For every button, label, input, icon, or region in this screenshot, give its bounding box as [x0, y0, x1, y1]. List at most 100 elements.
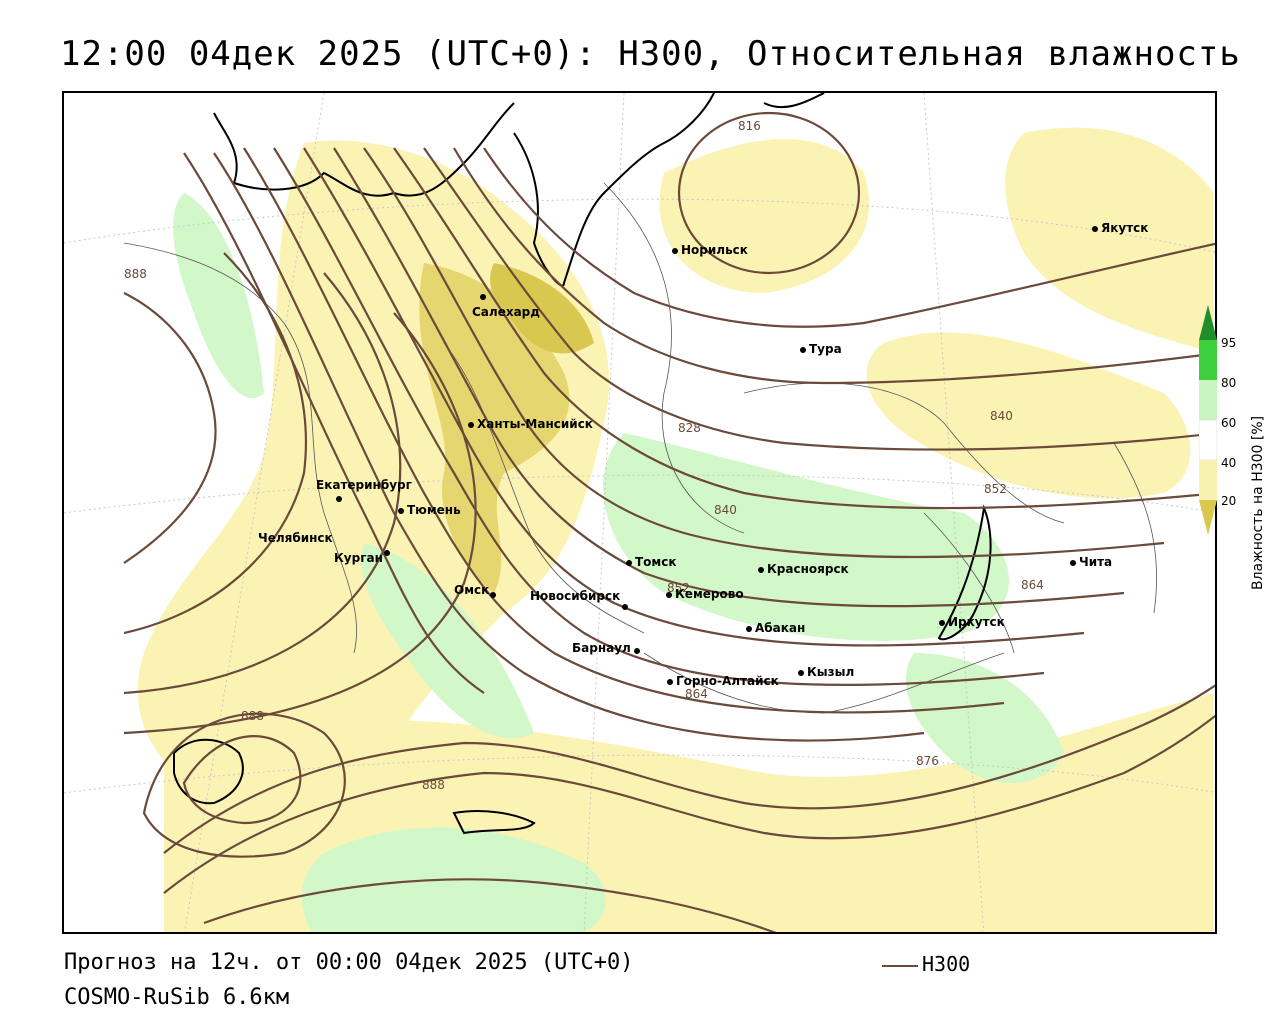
city-salekhard-label: Салехард	[472, 305, 540, 319]
humidity-legend-bar	[1199, 305, 1217, 535]
map-title: 12:00 04дек 2025 (UTC+0): H300, Относите…	[60, 34, 1241, 74]
city-name: Абакан	[755, 621, 806, 635]
legend-tick-80: 80	[1221, 376, 1237, 390]
city-name: Якутск	[1101, 221, 1149, 235]
city-dot	[468, 421, 474, 428]
isoline-label-828: 828	[678, 421, 701, 435]
city-yakutsk: Якутск	[1092, 221, 1148, 235]
isoline-label-888b: 888	[241, 709, 264, 723]
series-key-label: H300	[922, 952, 971, 976]
city-dot	[490, 591, 496, 598]
isoline-label-864: 864	[1021, 578, 1044, 592]
city-dot	[939, 619, 945, 626]
city-tomsk: Томск	[626, 555, 677, 569]
city-name: Томск	[635, 555, 677, 569]
legend-bottom-arrow	[1199, 500, 1217, 535]
isoline-label-876: 876	[916, 754, 939, 768]
isoline-label-888c: 888	[422, 778, 445, 792]
city-name: Тюмень	[407, 503, 461, 517]
humidity-dark-salekhard	[490, 263, 594, 354]
city-ekaterinburg-label: Екатеринбург	[316, 478, 412, 492]
city-dot	[758, 566, 764, 573]
city-dot	[398, 507, 404, 514]
city-name: Горно-Алтайск	[676, 674, 779, 688]
city-name: Чита	[1079, 555, 1113, 569]
series-key: H300	[882, 952, 970, 976]
city-name: Норильск	[681, 243, 748, 257]
city-abakan: Абакан	[746, 621, 805, 635]
humidity-dark-band	[419, 263, 570, 593]
city-khanty-mansiysk: Ханты-Мансийск	[468, 417, 593, 431]
city-name: Иркутск	[948, 615, 1005, 629]
city-dot	[384, 549, 390, 556]
city-dot	[667, 678, 673, 685]
humidity-green-west	[173, 193, 264, 399]
city-dot	[626, 559, 632, 566]
city-irkutsk: Иркутск	[939, 615, 1005, 629]
city-omsk-dot	[490, 587, 499, 601]
city-dot	[1092, 225, 1098, 232]
legend-tick-40: 40	[1221, 456, 1237, 470]
city-norilsk: Норильск	[672, 243, 748, 257]
isoline-label-852: 852	[984, 482, 1007, 496]
city-gorno-altaysk: Горно-Алтайск	[667, 674, 779, 688]
city-dot	[798, 669, 804, 676]
city-name: Ханты-Мансийск	[477, 417, 593, 431]
city-barnaul-dot	[634, 643, 643, 657]
city-kyzyl: Кызыл	[798, 665, 854, 679]
city-barnaul-label: Барнаул	[572, 641, 631, 655]
isoline-label-840b: 840	[714, 503, 737, 517]
legend-band-60	[1199, 419, 1217, 461]
legend-band-40	[1199, 460, 1217, 500]
isoline-label-864b: 864	[685, 687, 708, 701]
humidity-green-se	[905, 653, 1064, 783]
city-chelyabinsk: Челябинск	[258, 531, 333, 545]
city-omsk: Омск	[454, 583, 490, 597]
city-dot	[800, 346, 806, 353]
humidity-yellow-ne	[1005, 127, 1214, 354]
legend-tick-95: 95	[1221, 336, 1237, 350]
legend-top-arrow	[1199, 305, 1217, 340]
city-name: Кемерово	[675, 587, 744, 601]
city-chita: Чита	[1070, 555, 1112, 569]
city-tura: Тура	[800, 342, 842, 356]
legend-title: Влажность на H300 [%]	[1250, 415, 1266, 590]
h300-isolines	[123, 111, 1215, 932]
city-dot	[672, 247, 678, 254]
city-krasnoyarsk: Красноярск	[758, 562, 849, 576]
isoline-label-816: 816	[738, 119, 761, 133]
graticule	[64, 93, 1215, 932]
city-dot	[336, 495, 342, 502]
humidity-yellow-east	[866, 332, 1191, 499]
city-novosibirsk-dot	[622, 599, 631, 613]
city-dot	[1070, 559, 1076, 566]
city-ekaterinburg	[336, 491, 345, 505]
legend-tick-60: 60	[1221, 416, 1237, 430]
isoline-816-loop	[677, 111, 861, 275]
humidity-green-center	[361, 543, 534, 739]
city-dot	[666, 591, 672, 598]
map-canvas	[64, 93, 1215, 932]
legend-tick-20: 20	[1221, 494, 1237, 508]
legend-band-80	[1199, 380, 1217, 420]
city-kemerovo: Кемерово	[666, 587, 744, 601]
isoline-label-840: 840	[990, 409, 1013, 423]
isoline-label-852b: 852	[667, 581, 690, 595]
city-dot	[480, 293, 486, 300]
city-dot	[634, 647, 640, 654]
humidity-yellow-north	[659, 139, 870, 293]
isoline-label-888: 888	[124, 267, 147, 281]
city-name: Красноярск	[767, 562, 849, 576]
city-dot	[622, 603, 628, 610]
forecast-info: Прогноз на 12ч. от 00:00 04дек 2025 (UTC…	[64, 950, 634, 975]
city-name: Тура	[809, 342, 842, 356]
map-area: 816 828 840 840 852 852 864 864 876 888 …	[62, 91, 1217, 934]
city-tyumen: Тюмень	[398, 503, 461, 517]
series-key-line	[882, 964, 918, 967]
city-kurgan: Курган	[334, 551, 383, 565]
model-name: COSMO-RuSib 6.6км	[64, 985, 290, 1010]
city-name: Кызыл	[807, 665, 855, 679]
city-salekhard	[480, 289, 489, 303]
city-kurgan-dot	[384, 545, 393, 559]
city-novosibirsk-label: Новосибирск	[530, 589, 621, 603]
